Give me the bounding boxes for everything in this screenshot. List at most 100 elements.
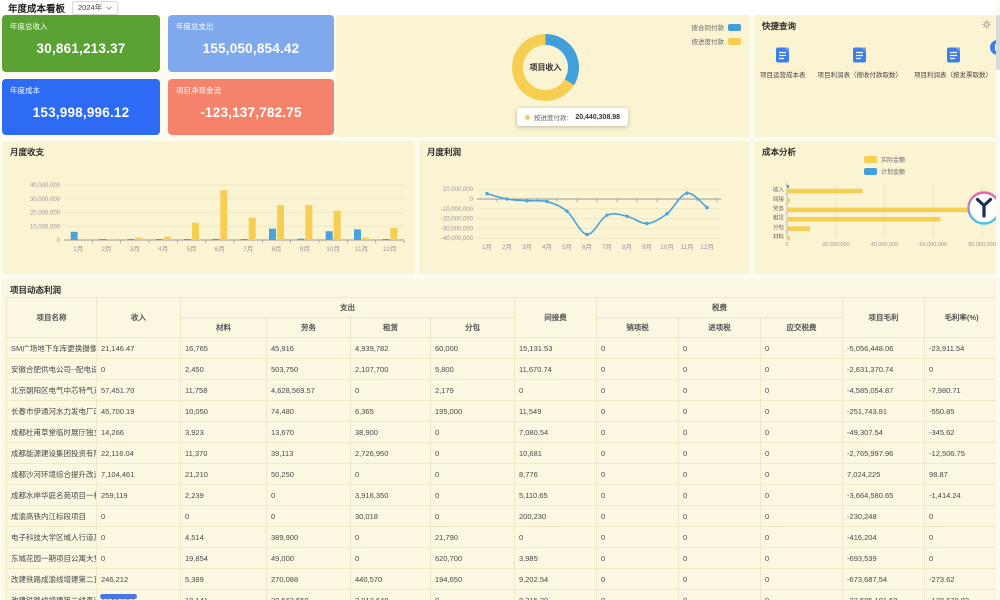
document-icon <box>853 47 867 63</box>
value-cell: 4,628,569.57 <box>266 379 351 401</box>
value-cell: 0 <box>759 526 844 548</box>
legend-swatch <box>728 37 741 45</box>
svg-text:3月: 3月 <box>522 243 532 251</box>
column-header[interactable]: 毛利率(%) <box>924 297 1000 338</box>
svg-text:12月: 12月 <box>700 243 714 251</box>
column-header[interactable]: 项目名称 <box>6 297 97 338</box>
value-cell: 18,141 <box>180 589 267 600</box>
value-cell: 0 <box>96 547 181 569</box>
column-header[interactable]: 支出 <box>180 297 515 318</box>
column-header[interactable]: 收入 <box>96 297 181 338</box>
table-row[interactable]: 东城花园一期项目公寓大堂 装饰工019,85449,0000620,7003,9… <box>6 547 1000 569</box>
value-cell: 503,750 <box>266 358 351 380</box>
vertical-scrollbar-thumb[interactable] <box>996 15 1000 70</box>
column-subheader[interactable]: 租赁 <box>350 317 431 338</box>
table-row[interactable]: 改建铁路线增建第二线直通线（综17,552.6218,14120,562,550… <box>6 589 1000 600</box>
value-cell: 0 <box>759 568 844 590</box>
monthly-cashflow-chart[interactable]: 0 10,000,000 20,000,000 30,000,000 40,000,00… <box>2 141 415 279</box>
value-cell: -23,911.54 <box>924 337 1000 359</box>
value-cell: 11,549 <box>514 400 597 422</box>
column-header[interactable]: 间接费 <box>514 297 597 338</box>
value-cell: 0 <box>350 379 431 401</box>
svg-text:4月: 4月 <box>542 243 552 251</box>
panel-title: 月度收支 <box>10 147 45 157</box>
value-cell: 9,202.54 <box>514 568 597 590</box>
svg-text:10月: 10月 <box>660 243 674 251</box>
project-income-donut-chart[interactable]: 项目收入 <box>512 34 579 101</box>
column-subheader[interactable]: 分包 <box>430 317 515 338</box>
column-subheader[interactable]: 销项税 <box>596 317 679 338</box>
column-subheader[interactable]: 进项税 <box>678 317 761 338</box>
project-profit-table: 项目名称 收入 支出 间接费 税费 项目毛利 毛利率(%) 材料 劳务 租赁 分包 销项税 进项税 应交税… <box>6 297 1000 600</box>
kpi-card-total-income: 年度总收入 30,861,213.37 <box>2 15 160 72</box>
svg-text:10,000,000: 10,000,000 <box>30 224 61 230</box>
value-cell: 0 <box>759 547 844 569</box>
svg-text:间接: 间接 <box>773 195 785 203</box>
value-cell: -550.85 <box>924 400 1000 422</box>
legend-item-contract[interactable]: 按合同付款 <box>692 22 741 32</box>
svg-text:1月: 1月 <box>482 243 492 251</box>
column-subheader[interactable]: 应交税费 <box>759 317 844 338</box>
value-cell: -4,585,054.87 <box>842 379 926 401</box>
table-row[interactable]: 电子科技大学区域人行道及非机动04,514389,900021,7900000-… <box>6 526 1000 548</box>
project-name-cell: 长春市伊通河水力发电厂改建工程 <box>6 400 97 422</box>
table-row[interactable]: 成渝高铁内江标段项目 0 0 0 30,018 0 200,230 0 0 0 -230,248 0 <box>6 505 1000 527</box>
kpi-label: 年度总收入 <box>10 22 48 31</box>
column-header[interactable]: 税费 <box>595 297 844 318</box>
svg-text:8月: 8月 <box>622 243 632 251</box>
table-row[interactable]: 成都能源建设集团投资有限公司临22,116.0411,37039,1132,72… <box>6 442 1000 464</box>
column-subheader[interactable]: 材料 <box>180 317 267 338</box>
table-row[interactable]: 成都沙河环境综合提升改造运河护7,104,46121,21050,250008,… <box>6 463 1000 485</box>
value-cell: 0 <box>596 379 679 401</box>
tooltip-label: 按进度付款: <box>534 115 569 122</box>
horizontal-scrollbar-thumb[interactable] <box>100 594 137 599</box>
value-cell: 0 <box>678 589 761 600</box>
quick-query-item-operating-cost[interactable]: 项目运营成本表 <box>760 46 806 79</box>
value-cell: 2,450 <box>180 358 267 380</box>
table-row[interactable]: 长春市伊通河水力发电厂改建工程45,700.1910,05074,4806,36… <box>6 400 1000 422</box>
table-row[interactable]: 成都水岸华庭名苑项目一标段259,1192,23903,916,35005,11… <box>6 484 1000 506</box>
table-row[interactable]: SM广场地下车库更换摄像机及硬盘21,146.4716,76545,9164,9… <box>6 337 1000 359</box>
value-cell: 5,110.65 <box>514 484 597 506</box>
value-cell: 0 <box>759 337 844 359</box>
svg-text:11月: 11月 <box>355 245 368 253</box>
quick-query-label: 项目利润表（按收付款取数） <box>817 72 903 79</box>
table-row[interactable]: 成都杜甫草堂临时展厅独立展柜系14,2663,92313,67038,90007… <box>6 421 1000 443</box>
table-row[interactable]: 北京朝阳区电气中芯特气系统之G57,451.7011,7584,628,569.… <box>6 379 1000 401</box>
value-cell: 0 <box>924 505 1000 527</box>
value-cell: 49,000 <box>266 547 351 569</box>
legend-item-progress[interactable]: 按进度付款 <box>692 36 741 46</box>
column-header[interactable]: 项目毛利 <box>842 297 926 338</box>
value-cell: 11,370 <box>180 442 267 464</box>
table-row[interactable]: 改建铁路成渝线增建第二直通线（246,2125,389270,088440,57… <box>6 568 1000 590</box>
value-cell: 20,562,550 <box>266 589 351 600</box>
panel-title: 快捷查询 <box>762 21 797 31</box>
vertical-scrollbar[interactable] <box>996 0 1000 600</box>
value-cell: 270,088 <box>266 568 351 590</box>
project-name-cell: 东城花园一期项目公寓大堂 装饰工 <box>6 547 97 569</box>
top-bar: 年度成本看板 2024年 <box>0 0 1000 15</box>
svg-text:材料: 材料 <box>773 233 785 241</box>
value-cell: 39,113 <box>266 442 351 464</box>
quick-query-item-profit-by-payment[interactable]: 项目利润表（按收付款取数） <box>817 46 903 79</box>
table-wrap: 项目名称 收入 支出 间接费 税费 项目毛利 毛利率(%) 材料 劳务 租赁 分包 销项税 进项税 应交税… <box>6 297 1000 600</box>
value-cell: -345.62 <box>924 421 1000 443</box>
svg-text:0: 0 <box>785 242 788 248</box>
svg-text:收入: 收入 <box>773 186 785 194</box>
tooltip-series-dot <box>525 114 530 120</box>
svg-text:20,000,000: 20,000,000 <box>822 242 850 248</box>
monthly-profit-chart[interactable]: 10,000,000 0 -10,000,000 -20,000,000 -30,000… <box>419 141 750 279</box>
kpi-card-total-expense: 年度总支出 155,050,854.42 <box>168 15 334 72</box>
quick-query-item-profit-by-invoice[interactable]: 项目利润表（按发票取数） <box>914 46 992 79</box>
table-row[interactable]: 安徽合肥供电公司--配电设备检修02,450503,7502,107,7005,… <box>6 358 1000 380</box>
cost-analysis-chart[interactable]: 实际金额 计划金额 0 20,000,000 40,000,000 60,000,000 8… <box>754 141 998 279</box>
gear-icon[interactable] <box>982 20 991 29</box>
year-dropdown[interactable]: 2024年 <box>72 0 119 15</box>
value-cell: 3,916,350 <box>350 484 431 506</box>
value-cell: 0 <box>596 547 679 569</box>
assistant-fab-icon[interactable] <box>966 190 1000 226</box>
value-cell: 50,250 <box>266 463 351 485</box>
value-cell: 22,116.04 <box>96 442 181 464</box>
svg-text:计划金额: 计划金额 <box>881 168 905 176</box>
column-subheader[interactable]: 劳务 <box>266 317 351 338</box>
